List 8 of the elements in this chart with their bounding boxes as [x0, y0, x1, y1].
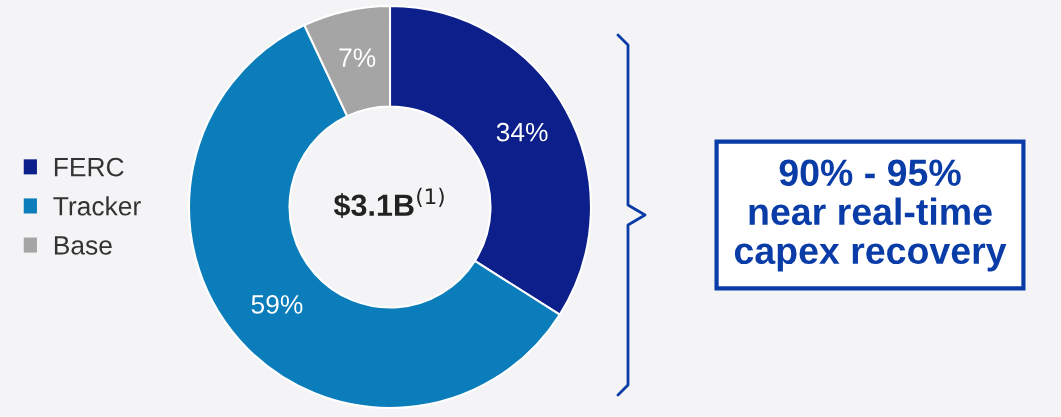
data-label: 59% [251, 295, 303, 314]
data-label: 34% [496, 122, 548, 142]
data-label: 7% [339, 48, 376, 67]
text: 90% - 95% near real-time capex recovery [734, 159, 1007, 272]
legend-label: FERC [54, 157, 124, 177]
text: $3.1B$^{(1)}$ [333, 187, 444, 219]
legend-label: Tracker [53, 196, 141, 216]
legend-label: Base [54, 236, 112, 255]
